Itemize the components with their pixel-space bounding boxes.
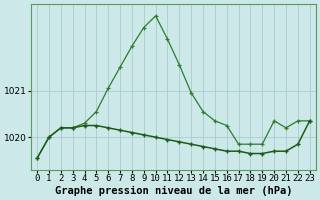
- X-axis label: Graphe pression niveau de la mer (hPa): Graphe pression niveau de la mer (hPa): [55, 186, 292, 196]
